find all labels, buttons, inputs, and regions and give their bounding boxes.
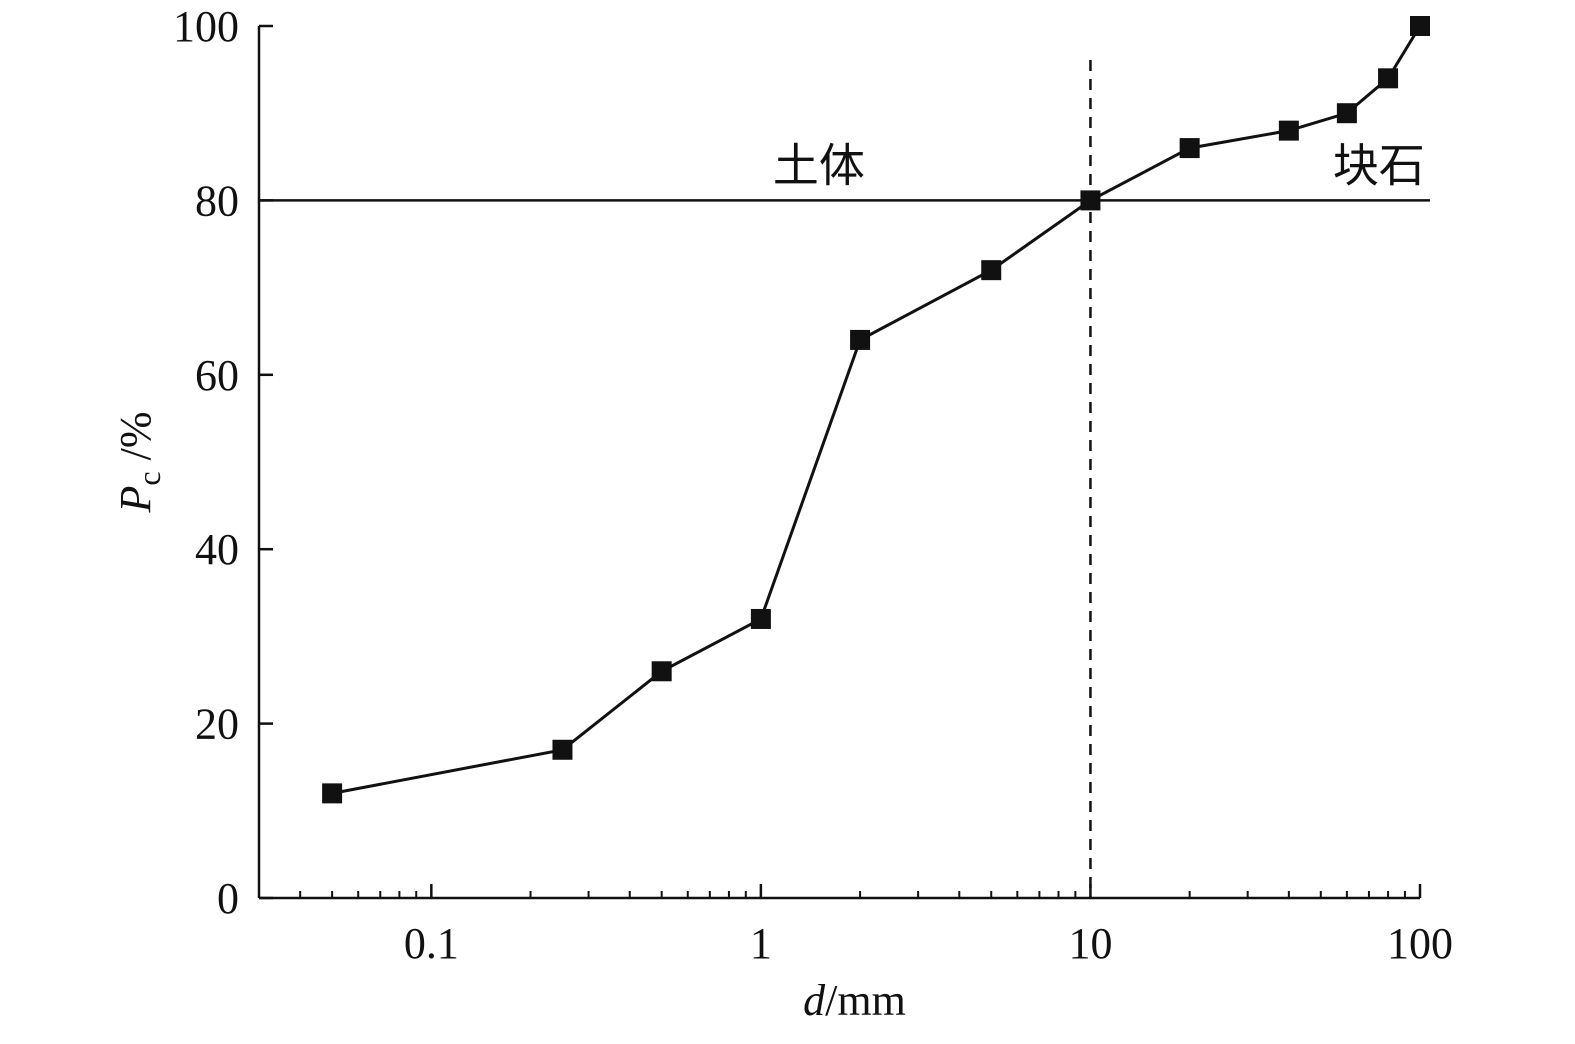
y-tick-label: 60 [195,351,239,400]
region-annotation: 块石 [1333,141,1425,192]
y-tick-label: 80 [195,176,239,225]
x-tick-label: 1 [750,919,772,968]
x-axis-title: d/mm [803,976,906,1025]
y-tick-label: 20 [195,700,239,749]
data-point-marker [651,661,672,682]
data-point-marker [552,739,573,760]
data-point-marker [1278,120,1299,141]
data-point-marker [850,329,871,350]
data-point-marker [1179,138,1200,159]
data-point-marker [1336,103,1357,124]
data-point-marker [1410,16,1430,36]
data-series [322,16,1430,804]
data-point-marker [1080,190,1101,211]
y-tick-label: 0 [217,874,239,923]
y-tick-label: 40 [195,525,239,574]
axes: 0 20 40 60 80 100 0.1 1 10 100 [173,2,1453,968]
data-point-marker [750,608,771,629]
x-tick-label: 0.1 [404,919,459,968]
region-annotation: 土体 [773,141,865,192]
data-point-marker [322,783,343,804]
labels: 土体 块石 d/mm Pc /% [111,141,1425,1025]
x-tick-label: 10 [1068,919,1112,968]
x-tick-label: 100 [1387,919,1453,968]
y-axis-title: Pc /% [111,412,167,514]
data-point-marker [1378,68,1399,89]
series-line [331,25,1422,795]
data-point-marker [981,260,1002,281]
y-tick-label: 100 [173,2,239,51]
